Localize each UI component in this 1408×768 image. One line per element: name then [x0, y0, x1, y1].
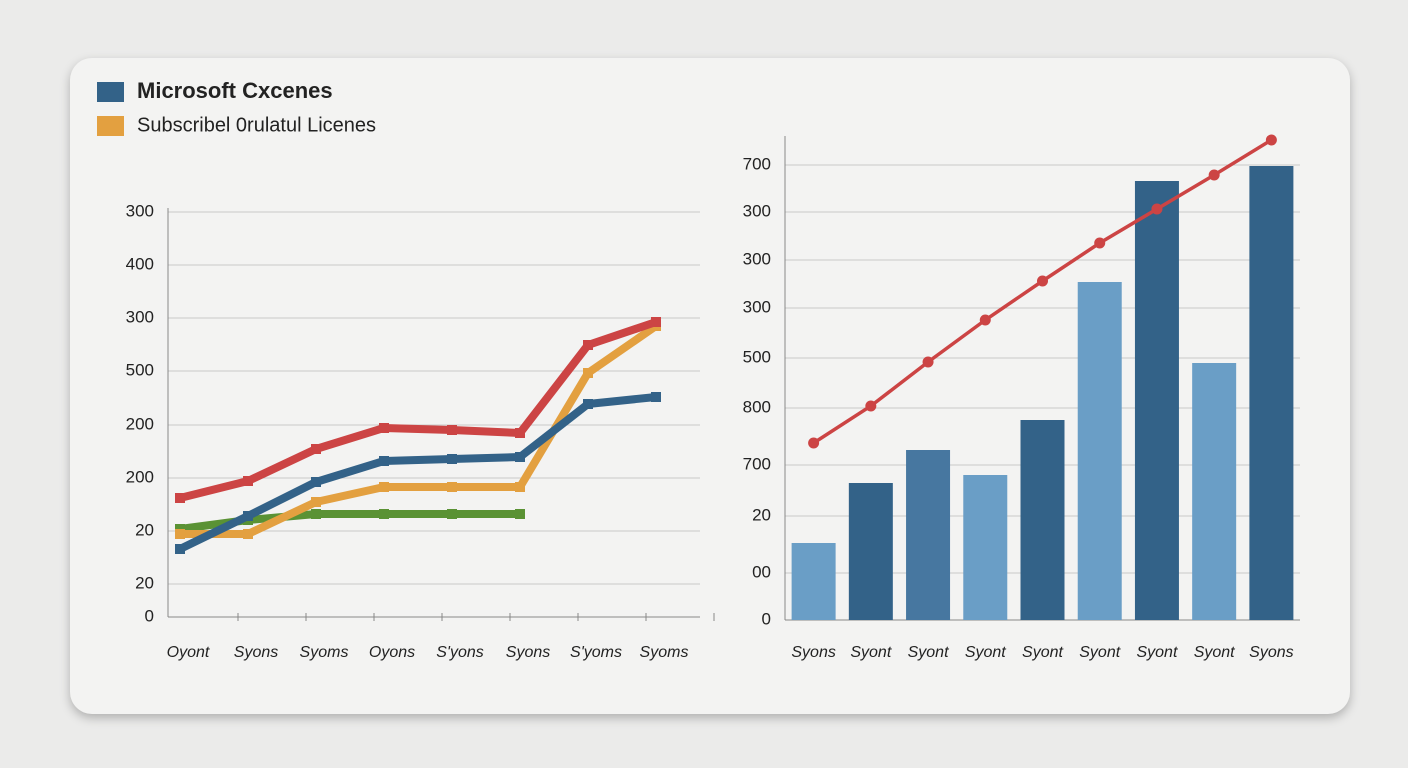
legend-label: Subscribel 0rulatul Licenes	[137, 114, 376, 136]
point	[447, 454, 457, 464]
point	[447, 425, 457, 435]
point	[515, 482, 525, 492]
bar	[1192, 363, 1237, 620]
y-tick-label: 200	[126, 467, 154, 486]
y-tick-label: 800	[743, 397, 771, 416]
point	[311, 477, 321, 487]
legend-swatch	[97, 116, 124, 136]
point	[243, 511, 253, 521]
x-tick-label: Syont	[850, 644, 891, 661]
point	[175, 529, 185, 539]
y-tick-label: 300	[743, 297, 771, 316]
trend-point	[1037, 275, 1048, 287]
trend-point	[1265, 134, 1277, 146]
y-tick-label: 500	[743, 347, 771, 366]
point	[311, 509, 321, 519]
point	[379, 482, 389, 492]
trend-point	[808, 437, 820, 449]
y-tick-label: 300	[743, 201, 771, 220]
point	[583, 399, 593, 409]
point	[379, 509, 389, 519]
point	[515, 509, 525, 519]
bar	[848, 483, 893, 620]
y-tick-label: 700	[743, 154, 771, 173]
trend-point	[979, 314, 991, 326]
x-tick-label: Syons	[506, 644, 550, 661]
bar	[1134, 181, 1179, 620]
x-tick-label: Syont	[1022, 644, 1063, 661]
x-tick-label: Syont	[908, 644, 949, 661]
legend-label: Microsoft Cxcenes	[137, 78, 333, 103]
trend-point	[1151, 203, 1163, 215]
bar	[1020, 420, 1065, 620]
y-tick-label: 700	[743, 454, 771, 473]
point	[447, 509, 457, 519]
bar	[1077, 282, 1122, 620]
bar	[906, 450, 951, 620]
y-tick-label: 300	[743, 249, 771, 268]
x-tick-label: Syoms	[640, 644, 689, 661]
legend-swatch	[97, 82, 124, 102]
y-tick-label: 300	[126, 307, 154, 326]
point	[515, 428, 525, 438]
y-tick-label: 500	[126, 360, 154, 379]
y-tick-label: 400	[126, 254, 154, 273]
point	[311, 444, 321, 454]
point	[651, 392, 661, 402]
bar	[791, 543, 836, 620]
trend-point	[1094, 237, 1106, 249]
point	[515, 452, 525, 462]
point	[651, 317, 661, 327]
y-tick-label: 00	[752, 562, 771, 581]
series-line	[180, 322, 659, 538]
x-tick-label: Syons	[791, 644, 835, 661]
point	[175, 544, 185, 554]
point	[243, 529, 253, 539]
point	[175, 493, 185, 503]
x-tick-label: Syons	[234, 644, 278, 661]
point	[379, 456, 389, 466]
y-tick-label: 20	[135, 573, 154, 592]
point	[311, 497, 321, 507]
y-tick-label: 0	[762, 609, 771, 628]
x-tick-label: Oyons	[369, 644, 415, 661]
x-tick-label: Syont	[1136, 644, 1177, 661]
x-tick-label: Syont	[1079, 644, 1120, 661]
y-tick-label: 20	[752, 505, 771, 524]
x-tick-label: Syons	[1249, 644, 1293, 661]
point	[243, 476, 253, 486]
trend-point	[1208, 169, 1220, 181]
series-line	[179, 318, 658, 502]
point	[583, 340, 593, 350]
x-tick-label: Syont	[965, 644, 1006, 661]
trend-point	[922, 356, 934, 368]
y-tick-label: 0	[145, 606, 154, 625]
bar	[1249, 166, 1294, 620]
trend-point	[865, 400, 877, 412]
x-tick-label: S'yoms	[570, 644, 622, 661]
bar	[963, 475, 1008, 620]
x-tick-label: Syoms	[300, 644, 349, 661]
x-tick-label: S'yons	[436, 644, 484, 661]
y-tick-label: 300	[126, 201, 154, 220]
series-line	[178, 393, 657, 553]
y-tick-label: 20	[135, 520, 154, 539]
y-tick-label: 200	[126, 414, 154, 433]
point	[379, 423, 389, 433]
x-tick-label: Oyont	[167, 644, 210, 661]
point	[583, 368, 593, 378]
x-tick-label: Syont	[1194, 644, 1235, 661]
point	[447, 482, 457, 492]
